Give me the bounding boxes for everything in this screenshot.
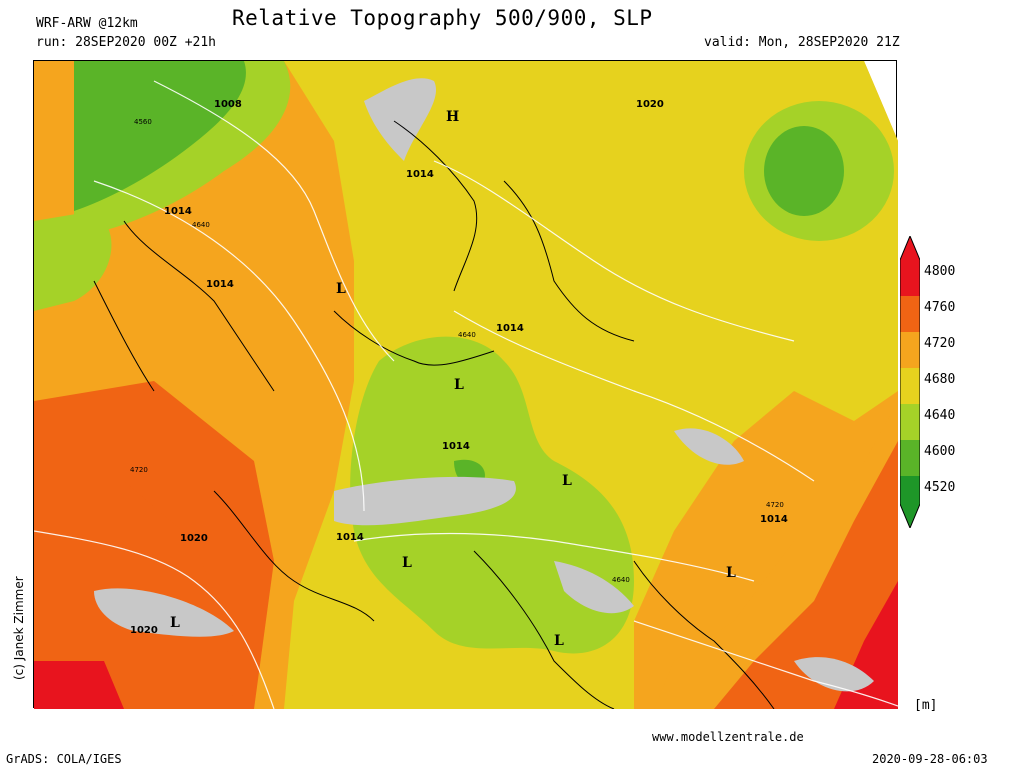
isohypse-label: 4720 bbox=[130, 466, 148, 474]
low-marker: L bbox=[170, 615, 180, 631]
pressure-label: 1020 bbox=[130, 625, 158, 636]
low-marker: L bbox=[562, 473, 572, 489]
pressure-label: 1014 bbox=[206, 279, 234, 290]
website-label[interactable]: www.modellzentrale.de bbox=[652, 730, 804, 744]
legend-label: 4640 bbox=[924, 408, 956, 423]
isohypse-label: 4720 bbox=[766, 501, 784, 509]
thickness-field bbox=[34, 61, 898, 709]
pressure-labels: 1008 1014 1014 1020 1014 1014 1014 1020 … bbox=[130, 99, 788, 636]
software-label: GrADS: COLA/IGES bbox=[6, 752, 122, 766]
isohypse-labels: 4560 4640 4640 4720 4720 4640 bbox=[130, 118, 784, 584]
legend-label: 4600 bbox=[924, 444, 956, 459]
low-marker: L bbox=[454, 377, 464, 393]
high-marker: H bbox=[446, 109, 459, 125]
pressure-label: 1014 bbox=[406, 169, 434, 180]
legend-arrow-bottom bbox=[900, 504, 920, 528]
legend-swatch bbox=[900, 440, 920, 476]
isohypse-label: 4640 bbox=[458, 331, 476, 339]
pressure-centers: H L L L L L L L bbox=[170, 109, 736, 649]
pressure-label: 1014 bbox=[760, 514, 788, 525]
legend-swatch bbox=[900, 404, 920, 440]
legend-arrow-top bbox=[900, 236, 920, 260]
legend-swatch bbox=[900, 476, 920, 504]
legend-label: 4800 bbox=[924, 264, 956, 279]
isohypse-label: 4640 bbox=[612, 576, 630, 584]
low-marker: L bbox=[402, 555, 412, 571]
isohypse-label: 4640 bbox=[192, 221, 210, 229]
legend-swatch bbox=[900, 368, 920, 404]
pressure-label: 1020 bbox=[636, 99, 664, 110]
valid-label: valid: Mon, 28SEP2020 21Z bbox=[704, 35, 900, 50]
isobars bbox=[34, 80, 898, 709]
unit-label: [m] bbox=[914, 698, 938, 713]
legend-swatch bbox=[900, 260, 920, 296]
legend-label: 4720 bbox=[924, 336, 956, 351]
copyright-credit: (c) Janek Zimmer bbox=[12, 576, 26, 680]
map-title: Relative Topography 500/900, SLP bbox=[232, 6, 653, 30]
weather-map: 1008 1014 1014 1020 1014 1014 1014 1020 … bbox=[33, 60, 898, 709]
legend-label: 4760 bbox=[924, 300, 956, 315]
legend-label: 4520 bbox=[924, 480, 956, 495]
pressure-label: 1008 bbox=[214, 99, 242, 110]
pressure-label: 1014 bbox=[442, 441, 470, 452]
pressure-label: 1014 bbox=[164, 206, 192, 217]
low-marker: L bbox=[336, 281, 346, 297]
low-marker: L bbox=[554, 633, 564, 649]
map-canvas: 1008 1014 1014 1020 1014 1014 1014 1020 … bbox=[34, 61, 898, 709]
pressure-label: 1014 bbox=[496, 323, 524, 334]
pressure-label: 1014 bbox=[336, 532, 364, 543]
coastlines bbox=[93, 120, 775, 709]
pressure-label: 1020 bbox=[180, 533, 208, 544]
run-label: run: 28SEP2020 00Z +21h bbox=[36, 35, 217, 50]
legend-swatch bbox=[900, 296, 920, 332]
isohypse-label: 4560 bbox=[134, 118, 152, 126]
color-legend-bar bbox=[900, 236, 920, 528]
model-label: WRF-ARW @12km bbox=[36, 16, 138, 31]
low-marker: L bbox=[726, 565, 736, 581]
legend-label: 4680 bbox=[924, 372, 956, 387]
timestamp-label: 2020-09-28-06:03 bbox=[872, 752, 988, 766]
legend-swatch bbox=[900, 332, 920, 368]
